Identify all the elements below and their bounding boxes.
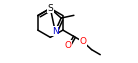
Text: S: S <box>47 4 53 13</box>
Text: O: O <box>65 41 72 50</box>
Text: N: N <box>52 27 59 36</box>
Text: O: O <box>79 37 87 46</box>
